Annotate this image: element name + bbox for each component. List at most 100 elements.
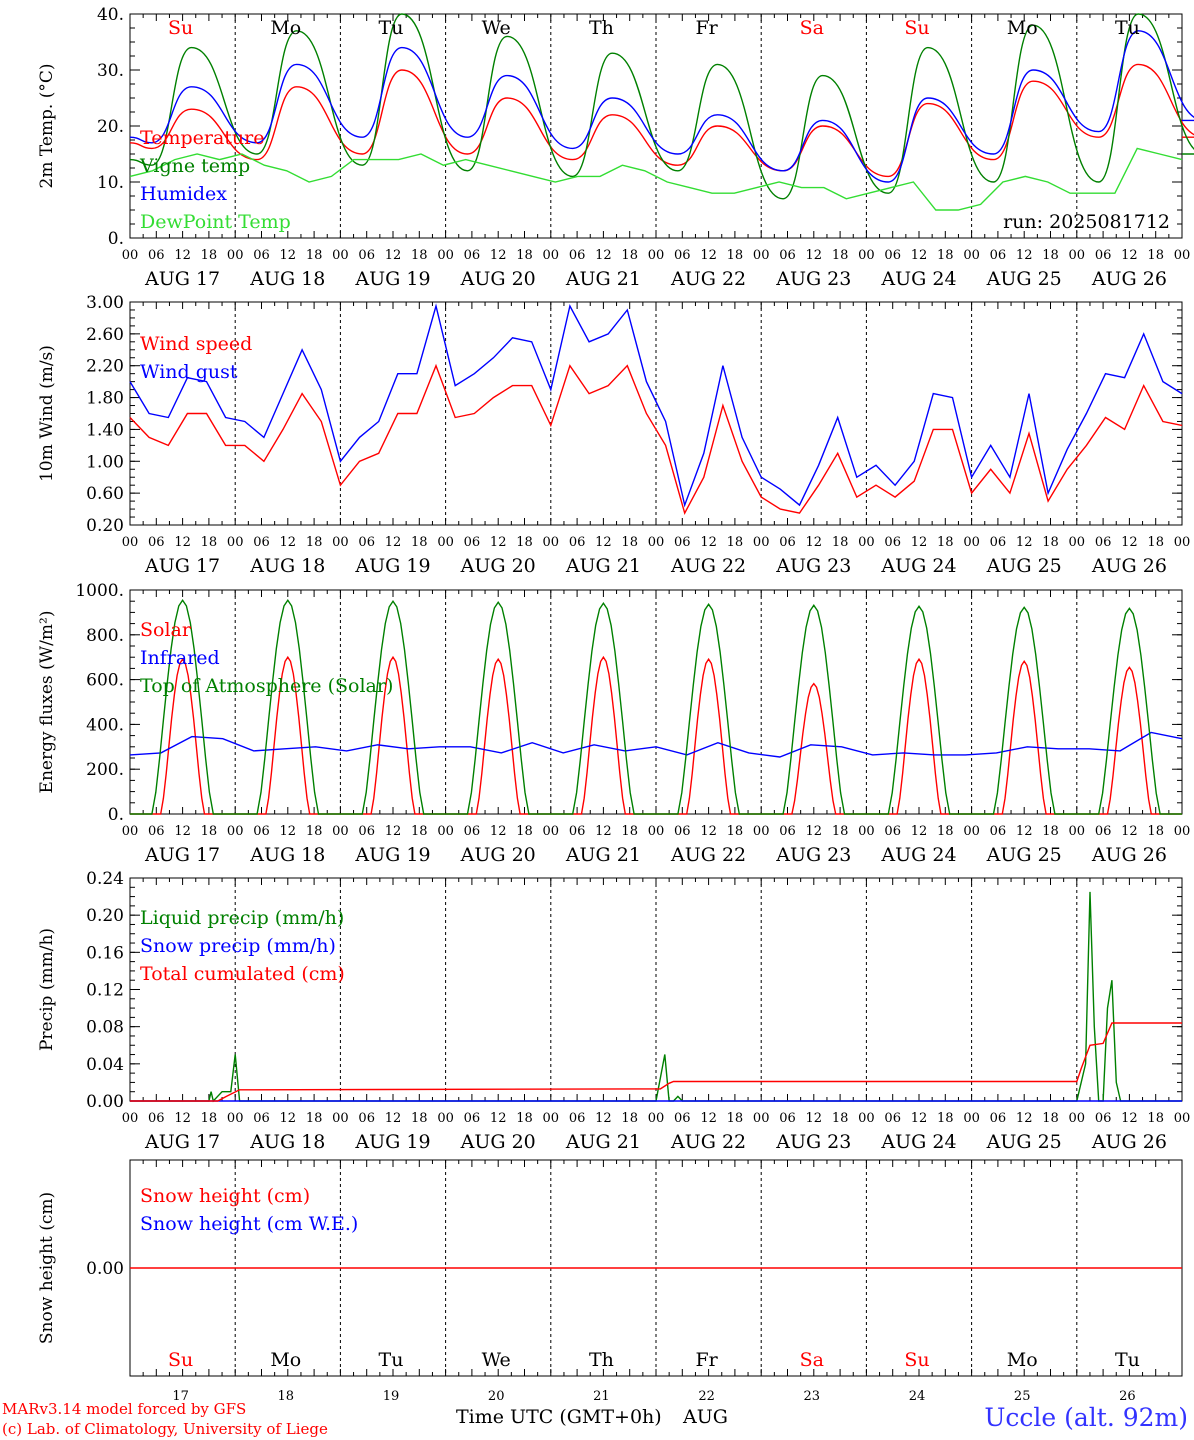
legend-entry: Wind gust bbox=[140, 361, 238, 383]
y-tick-label: 2.20 bbox=[86, 357, 124, 377]
hour-label: 00 bbox=[858, 824, 875, 839]
hour-label: 06 bbox=[990, 824, 1007, 839]
hour-label: 18 bbox=[306, 248, 323, 263]
day-name-label: Tu bbox=[379, 1349, 404, 1371]
hour-label: 12 bbox=[911, 824, 928, 839]
date-label: AUG 18 bbox=[249, 1131, 325, 1153]
legend-entry: Humidex bbox=[140, 183, 227, 205]
month-label: AUG bbox=[682, 1406, 728, 1428]
legend-entry: Temperature bbox=[140, 127, 264, 149]
hour-label: 12 bbox=[280, 1111, 297, 1126]
hour-label: 18 bbox=[306, 824, 323, 839]
y-tick-label: 0.60 bbox=[86, 484, 124, 504]
day-name-label: Mo bbox=[270, 1349, 301, 1371]
day-name-label: Su bbox=[904, 17, 929, 39]
y-tick-label: 600. bbox=[86, 671, 124, 691]
hour-label: 06 bbox=[464, 1111, 481, 1126]
hour-label: 12 bbox=[174, 248, 191, 263]
hour-label: 12 bbox=[385, 824, 402, 839]
hour-label: 00 bbox=[437, 1111, 454, 1126]
date-label: AUG 25 bbox=[986, 1131, 1062, 1153]
hour-label: 00 bbox=[963, 1111, 980, 1126]
hour-label: 00 bbox=[963, 824, 980, 839]
y-tick-label: 1.40 bbox=[86, 420, 124, 440]
hour-label: 00 bbox=[437, 824, 454, 839]
day-name-label: Fr bbox=[695, 1349, 718, 1371]
legend-entry: DewPoint Temp bbox=[140, 211, 291, 233]
y-tick-label: 2.60 bbox=[86, 325, 124, 345]
hour-label: 12 bbox=[1016, 824, 1033, 839]
legend-entry: Snow precip (mm/h) bbox=[140, 935, 336, 957]
legend-entry: Wind speed bbox=[140, 333, 252, 355]
hour-label: 00 bbox=[543, 1111, 560, 1126]
y-tick-label: 30. bbox=[97, 61, 124, 81]
hour-label: 12 bbox=[1121, 248, 1138, 263]
series-line-1-3 bbox=[129, 30, 1194, 183]
series-line-2-2 bbox=[129, 303, 1183, 508]
hour-label: 00 bbox=[1069, 535, 1086, 550]
hour-label: 18 bbox=[621, 535, 638, 550]
hour-label: 18 bbox=[201, 535, 218, 550]
hour-label: 18 bbox=[937, 535, 954, 550]
hour-label: 12 bbox=[490, 824, 507, 839]
hour-label: 00 bbox=[648, 248, 665, 263]
day-number-label: 23 bbox=[804, 1389, 821, 1404]
hour-label: 06 bbox=[253, 535, 270, 550]
hour-label: 18 bbox=[1147, 248, 1164, 263]
legend-entry: Total cumulated (cm) bbox=[140, 963, 345, 985]
hour-label: 18 bbox=[937, 824, 954, 839]
date-label: AUG 21 bbox=[565, 844, 641, 866]
hour-label: 06 bbox=[569, 248, 586, 263]
hour-label: 00 bbox=[227, 824, 244, 839]
hour-label: 00 bbox=[1174, 535, 1191, 550]
hour-label: 06 bbox=[779, 1111, 796, 1126]
hour-label: 06 bbox=[1095, 824, 1112, 839]
hour-label: 18 bbox=[621, 248, 638, 263]
hour-label: 12 bbox=[806, 535, 823, 550]
hour-label: 12 bbox=[1016, 1111, 1033, 1126]
hour-label: 18 bbox=[937, 1111, 954, 1126]
date-label: AUG 24 bbox=[880, 555, 956, 577]
y-tick-label: 800. bbox=[86, 626, 124, 646]
hour-label: 00 bbox=[227, 248, 244, 263]
day-name-label: Th bbox=[589, 1349, 614, 1371]
hour-label: 06 bbox=[358, 824, 375, 839]
y-tick-label: 200. bbox=[86, 760, 124, 780]
date-label: AUG 21 bbox=[565, 555, 641, 577]
hour-label: 12 bbox=[385, 535, 402, 550]
credit-line-2: (c) Lab. of Climatology, University of L… bbox=[2, 1420, 328, 1438]
date-label: AUG 26 bbox=[1091, 555, 1167, 577]
day-name-label: We bbox=[482, 1349, 511, 1371]
y-tick-label: 0.12 bbox=[86, 981, 124, 1001]
hour-label: 12 bbox=[174, 535, 191, 550]
hour-label: 06 bbox=[464, 248, 481, 263]
y-tick-label: 0.24 bbox=[86, 869, 124, 889]
day-name-label: Su bbox=[904, 1349, 929, 1371]
hour-label: 18 bbox=[832, 535, 849, 550]
hour-label: 00 bbox=[332, 1111, 349, 1126]
hour-label: 18 bbox=[1042, 824, 1059, 839]
hour-label: 00 bbox=[122, 824, 139, 839]
hour-label: 00 bbox=[122, 1111, 139, 1126]
hour-label: 12 bbox=[280, 824, 297, 839]
hour-label: 06 bbox=[990, 1111, 1007, 1126]
hour-label: 12 bbox=[911, 248, 928, 263]
date-label: AUG 22 bbox=[670, 844, 746, 866]
hour-label: 00 bbox=[858, 1111, 875, 1126]
date-label: AUG 26 bbox=[1091, 844, 1167, 866]
y-tick-label: 0.16 bbox=[86, 943, 124, 963]
hour-label: 12 bbox=[490, 535, 507, 550]
legend-entry: Snow height (cm W.E.) bbox=[140, 1213, 358, 1235]
y-axis-label: Snow height (cm) bbox=[37, 1192, 57, 1344]
date-label: AUG 22 bbox=[670, 1131, 746, 1153]
hour-label: 18 bbox=[832, 248, 849, 263]
hour-label: 12 bbox=[174, 1111, 191, 1126]
hour-label: 00 bbox=[437, 248, 454, 263]
date-label: AUG 18 bbox=[249, 555, 325, 577]
hour-label: 06 bbox=[253, 248, 270, 263]
hour-label: 06 bbox=[569, 1111, 586, 1126]
hour-label: 06 bbox=[148, 535, 165, 550]
y-tick-label: 0. bbox=[108, 229, 124, 249]
day-number-label: 26 bbox=[1119, 1389, 1136, 1404]
hour-label: 00 bbox=[543, 535, 560, 550]
